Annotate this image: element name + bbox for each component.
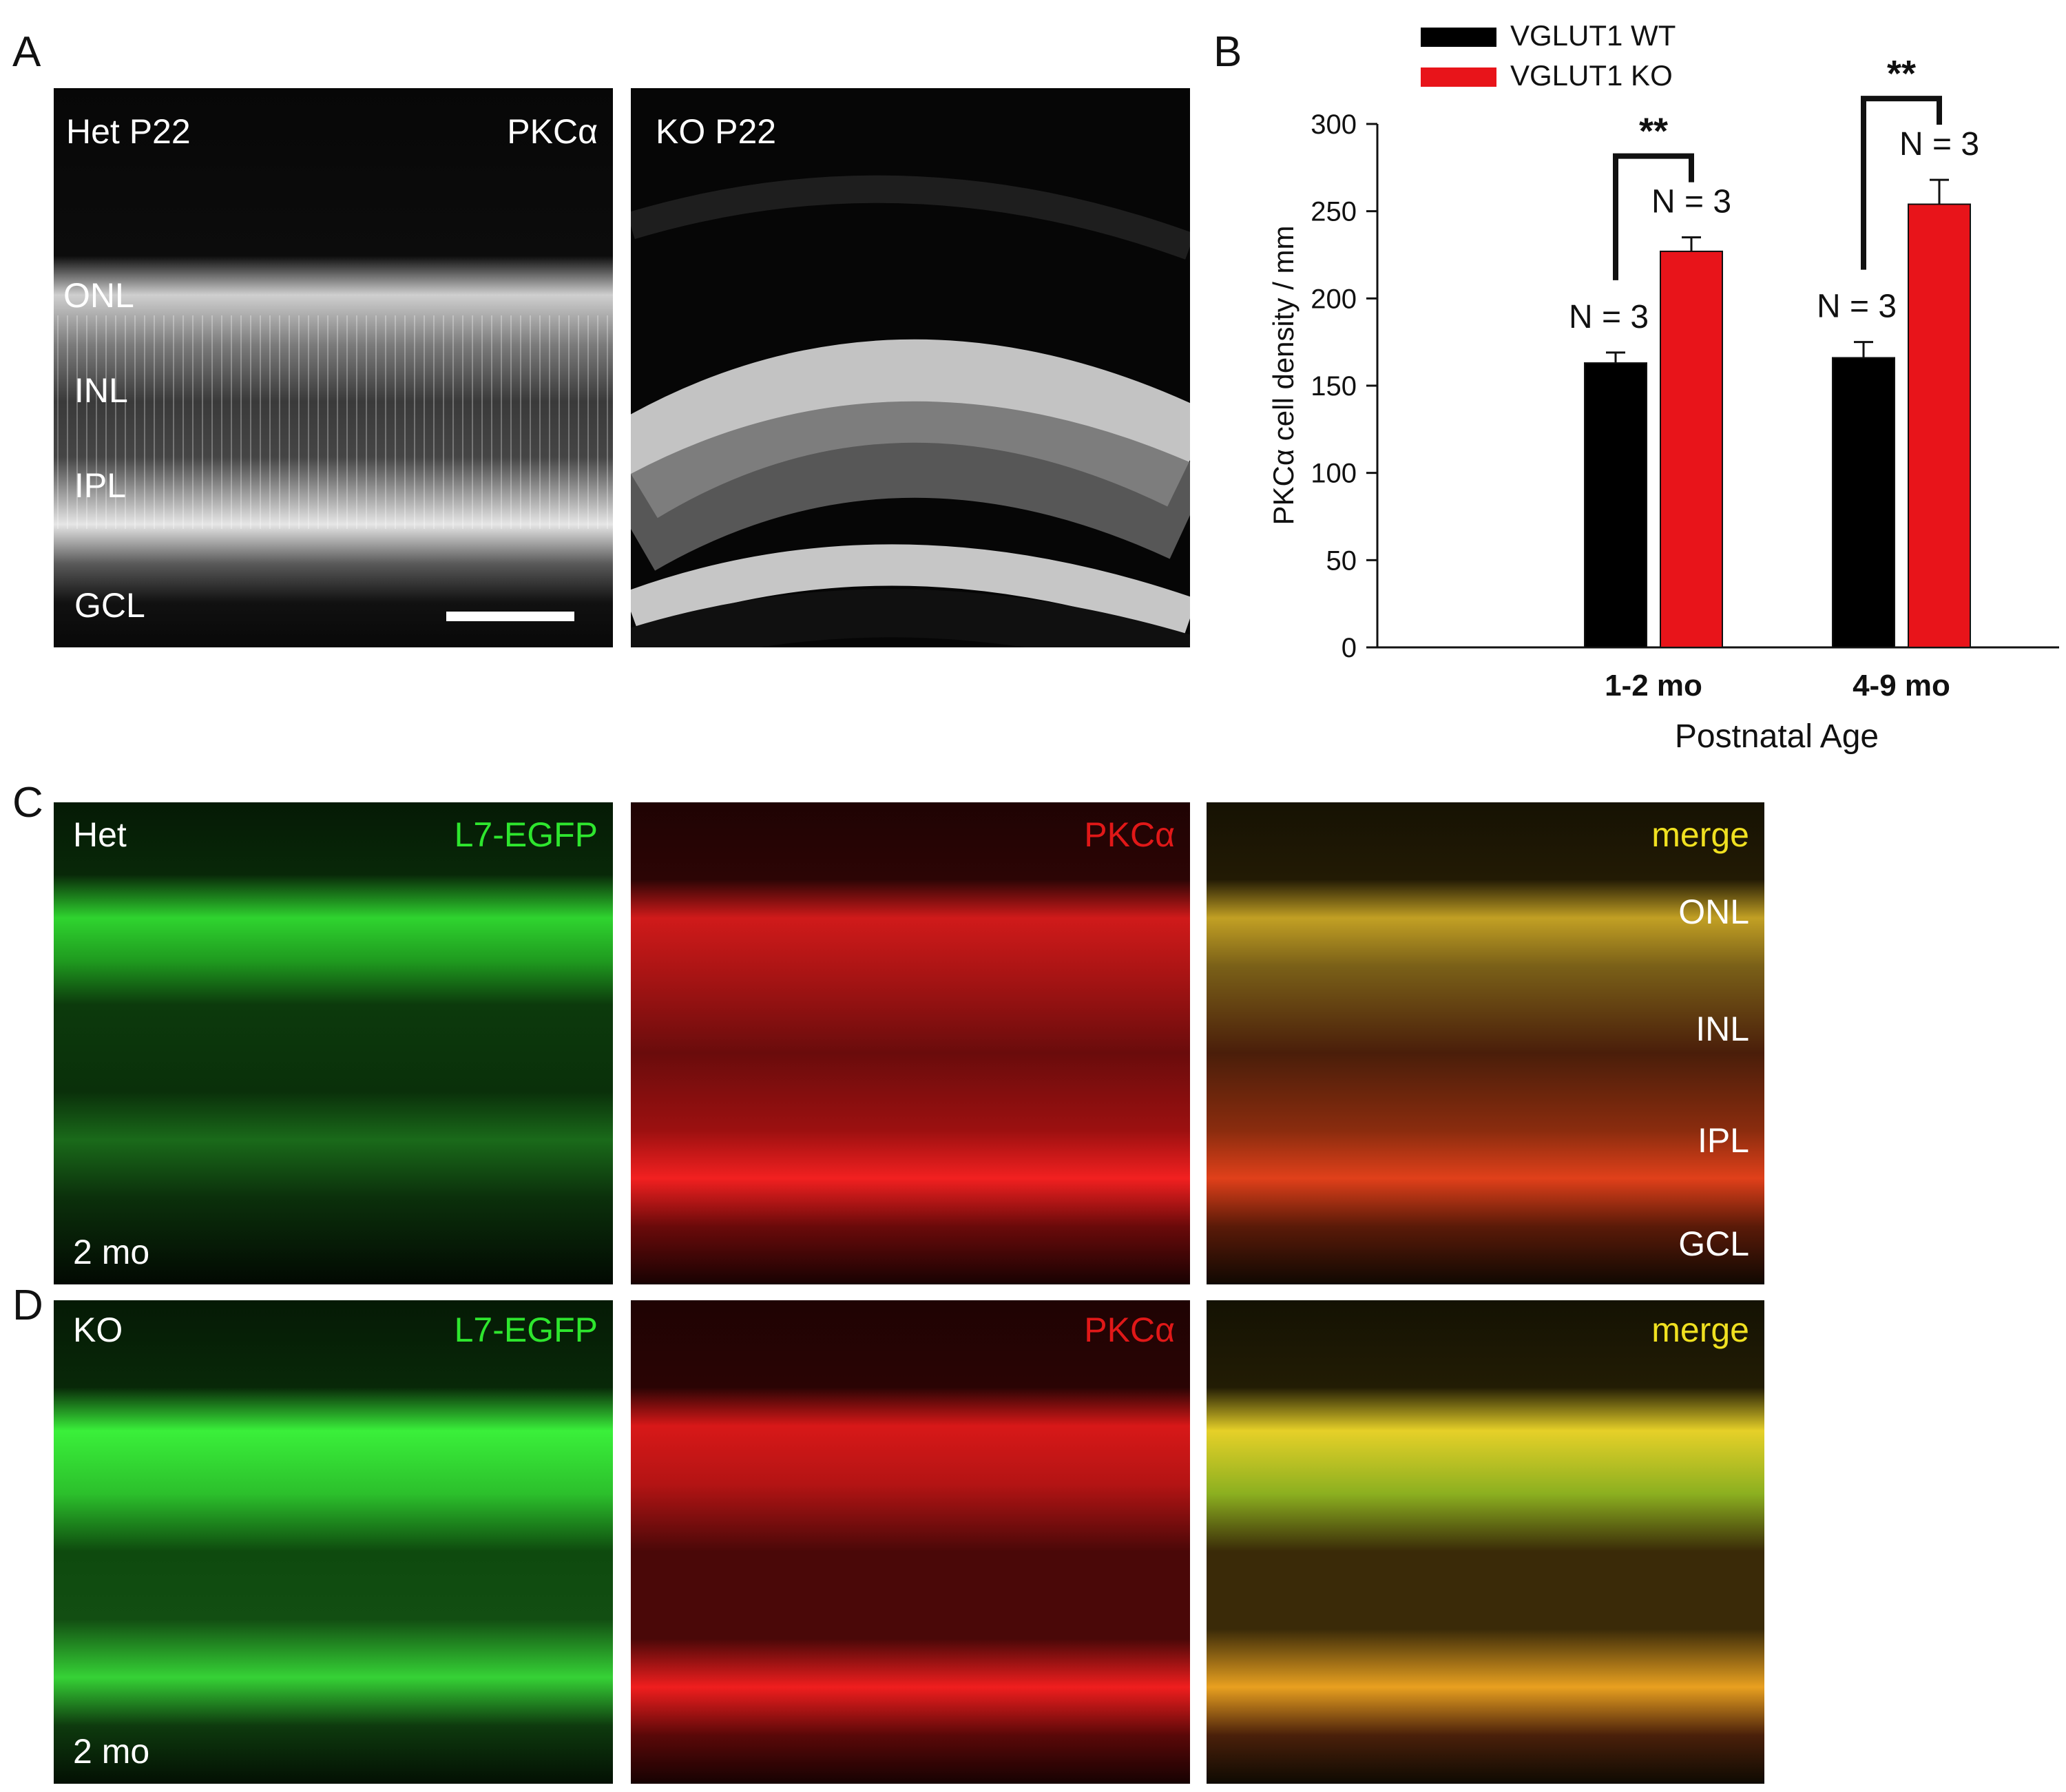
red-bands-het [631,802,1190,1284]
label-onl: ONL [63,276,134,315]
green-bands-het [54,802,613,1284]
significance-stars-0: ** [1639,111,1668,152]
y-tick-label-50: 50 [1326,545,1357,576]
retina-bands-het [54,88,613,647]
label-gcl: GCL [74,586,145,625]
legend-label-ko: VGLUT1 KO [1510,59,1673,92]
micrograph-ko-merge: merge [1207,1300,1764,1784]
panel-letter-d: D [12,1282,43,1329]
n-label-wt-1: N = 3 [1817,289,1897,325]
retina-bands-ko [631,175,1190,647]
n-label-ko-1: N = 3 [1899,126,1979,163]
micrograph-ko-pkc-red: PKCα [631,1300,1190,1784]
y-tick-label-200: 200 [1311,284,1357,314]
label-ko-p22: KO P22 [656,112,777,151]
label-l7-egfp: L7-EGFP [454,815,598,854]
y-tick-label-150: 150 [1311,371,1357,402]
red-bands-ko [631,1300,1190,1784]
label-age-2mo: 2 mo [73,1233,150,1271]
y-tick-label-100: 100 [1311,459,1357,489]
micrograph-het-l7-egfp: Het L7-EGFP 2 mo [54,802,613,1284]
bar-ko-1 [1908,203,1971,648]
label-onl-merge: ONL [1678,893,1749,931]
label-pkc-alpha: PKCα [507,112,598,151]
panel-letter-b: B [1213,28,1242,76]
significance-bracket-1 [1861,96,1942,270]
n-label-wt-0: N = 3 [1569,299,1649,335]
label-gcl-merge: GCL [1678,1225,1749,1263]
panel-letter-a: A [12,28,41,76]
green-bands-ko [54,1300,613,1784]
legend-swatch-wt [1421,28,1496,47]
micrograph-ko-p22-pkc: KO P22 [631,88,1190,647]
x-tick-label-1: 4-9 mo [1853,669,1950,702]
n-label-ko-0: N = 3 [1651,184,1731,220]
scale-bar [446,612,574,621]
micrograph-het-p22-pkc: Het P22 PKCα ONL INL IPL GCL [54,88,613,647]
micrograph-het-pkc-red: PKCα [631,802,1190,1284]
label-het: Het [73,815,127,854]
significance-stars-1: ** [1887,53,1916,94]
x-axis-label: Postnatal Age [1675,718,1879,755]
bar-wt-1 [1832,357,1895,648]
significance-bracket-0 [1613,153,1694,280]
label-ko: KO [73,1311,123,1349]
x-tick-label-0: 1-2 mo [1605,669,1702,702]
merge-bands-ko [1207,1300,1764,1784]
label-pkc-alpha-red: PKCα [1084,815,1175,854]
label-inl-merge: INL [1695,1010,1749,1048]
panel-letter-c: C [12,779,43,826]
y-tick-label-250: 250 [1311,197,1357,227]
label-inl: INL [74,371,128,410]
y-axis-label: PKCα cell density / mm [1267,225,1300,525]
micrograph-het-merge: merge ONL INL IPL GCL [1207,802,1764,1284]
micrograph-ko-l7-egfp: KO L7-EGFP 2 mo [54,1300,613,1784]
y-tick-label-0: 0 [1342,633,1357,663]
y-tick-label-300: 300 [1311,110,1357,140]
bar-chart-pkc-density: 0 50 100 150 200 250 300 N = 3 N = 3 ** 1-2 mo N = … [1267,19,2059,755]
label-merge: merge [1651,815,1749,854]
legend-swatch-ko [1421,67,1496,87]
bar-wt-0 [1584,362,1647,648]
label-het-p22: Het P22 [66,112,191,151]
label-l7-egfp-ko: L7-EGFP [454,1311,598,1349]
label-merge-ko: merge [1651,1311,1749,1349]
label-age-2mo-ko: 2 mo [73,1732,150,1771]
label-pkc-alpha-red-ko: PKCα [1084,1311,1175,1349]
label-ipl: IPL [74,466,127,505]
label-ipl-merge: IPL [1697,1121,1749,1160]
legend-label-wt: VGLUT1 WT [1510,19,1676,52]
bar-ko-0 [1660,250,1723,648]
merge-bands-het [1207,802,1764,1284]
